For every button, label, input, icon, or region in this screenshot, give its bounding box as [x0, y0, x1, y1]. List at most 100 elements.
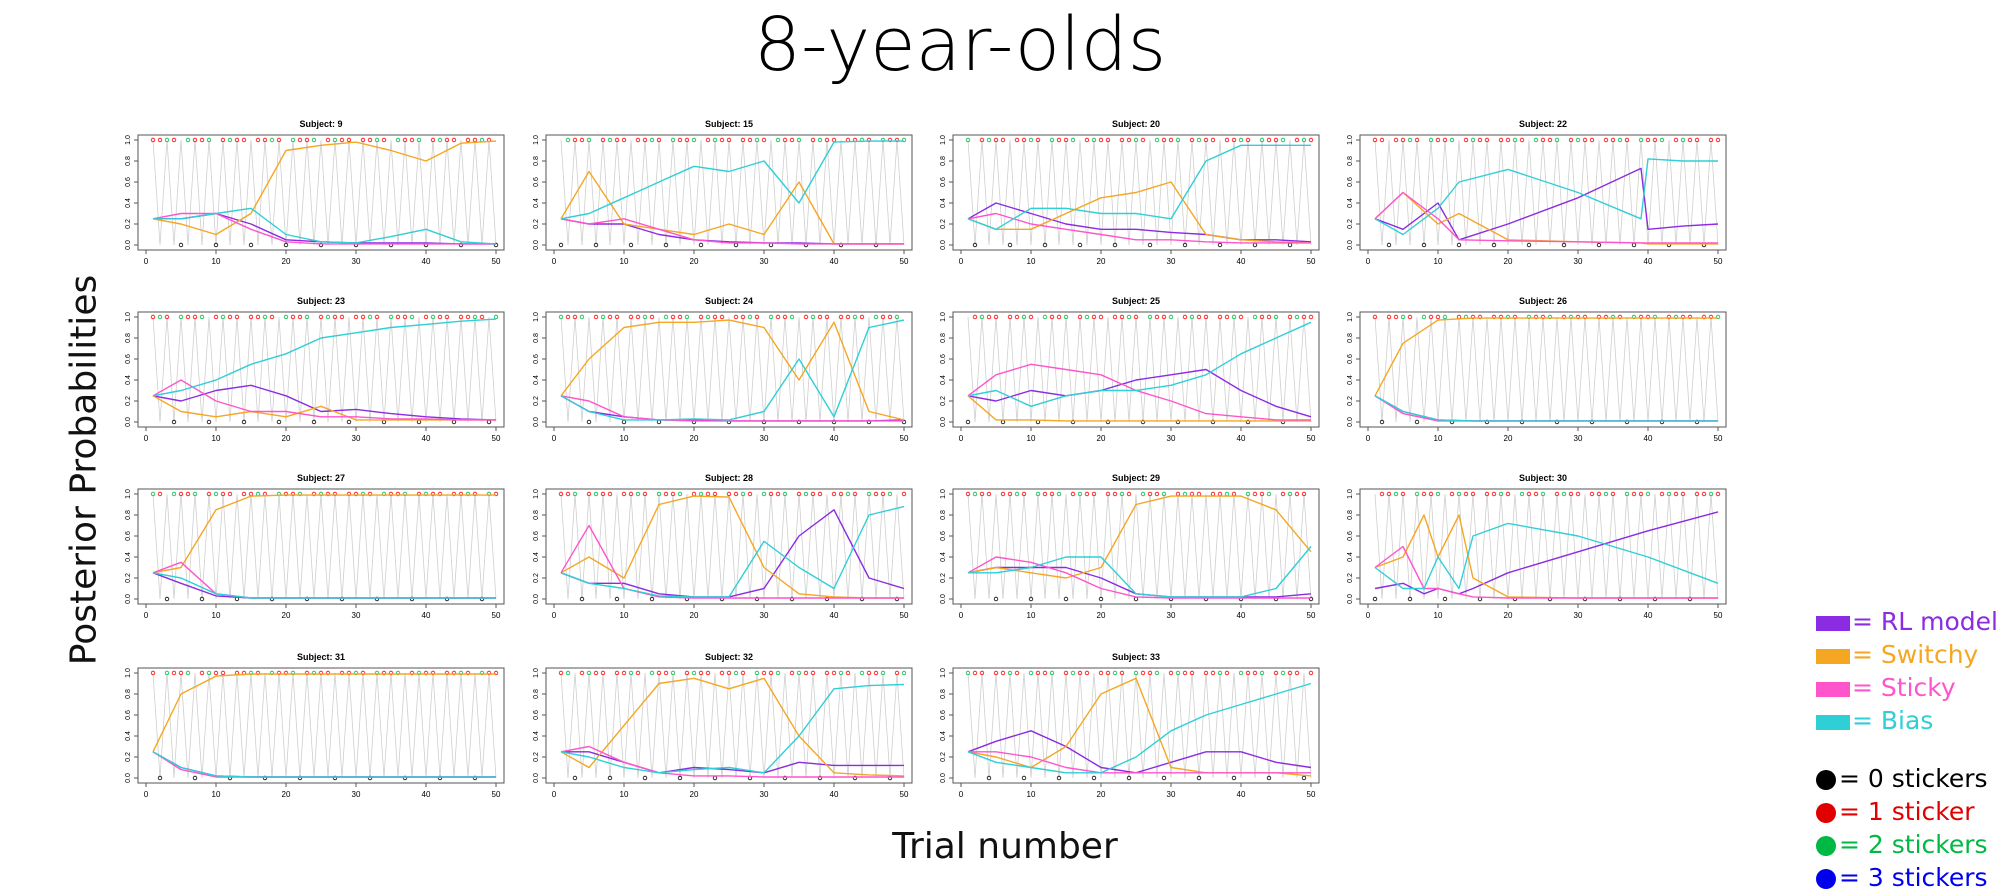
sticker-marker	[1154, 670, 1160, 676]
x-tick-label: 20	[1097, 257, 1106, 266]
x-tick-label: 0	[959, 434, 964, 443]
sticker-marker	[1049, 670, 1055, 676]
sticker-marker	[712, 775, 718, 781]
sticker-marker	[1147, 242, 1153, 248]
y-tick-label: 0.4	[533, 375, 540, 385]
sticker-marker	[458, 314, 464, 320]
x-tick-label: 30	[352, 257, 361, 266]
sticker-marker	[1161, 491, 1167, 497]
sticker-marker	[600, 314, 606, 320]
x-tick-label: 10	[212, 434, 221, 443]
series-line-rl	[152, 572, 496, 599]
legend-label: = 3 stickers	[1839, 863, 1988, 892]
sticker-marker	[558, 670, 564, 676]
sticker-marker	[1091, 314, 1097, 320]
sticker-marker	[409, 137, 415, 143]
sticker-marker	[381, 670, 387, 676]
sticker-marker	[1028, 596, 1034, 602]
sticker-marker	[1287, 314, 1293, 320]
y-tick-label: 1.0	[1347, 489, 1354, 499]
sticker-marker	[290, 670, 296, 676]
y-tick-label: 0.4	[1347, 375, 1354, 385]
sticker-marker	[1196, 314, 1202, 320]
sticker-marker	[1287, 670, 1293, 676]
sticker-marker	[248, 314, 254, 320]
sticker-marker	[220, 670, 226, 676]
sticker-marker	[1084, 314, 1090, 320]
sticker-marker	[1000, 670, 1006, 676]
series-line-bias	[1374, 158, 1718, 236]
x-tick-label: 40	[830, 434, 839, 443]
sticker-marker	[1624, 137, 1630, 143]
sticker-marker	[416, 670, 422, 676]
sticker-marker	[360, 670, 366, 676]
sticker-marker	[1182, 670, 1188, 676]
sticker-marker	[1638, 491, 1644, 497]
sticker-marker	[677, 491, 683, 497]
x-tick-label: 20	[1504, 257, 1513, 266]
x-tick-label: 20	[1097, 611, 1106, 620]
sticker-marker	[157, 314, 163, 320]
trial-zigzag	[967, 316, 1312, 423]
sticker-marker	[1561, 491, 1567, 497]
sticker-marker	[1421, 242, 1427, 248]
sticker-marker	[1035, 670, 1041, 676]
y-tick-label: 0.2	[533, 396, 540, 406]
sticker-marker	[628, 314, 634, 320]
panel-9: Subject: 27 0 10 20 30 40 50 0.0 0.2 0.4 0.6 0.8 1.0	[125, 473, 505, 620]
y-tick-label: 0.0	[533, 773, 540, 783]
y-tick-label: 0.6	[125, 354, 132, 364]
y-tick-label: 0.0	[1347, 240, 1354, 250]
sticker-marker	[430, 137, 436, 143]
sticker-marker	[1063, 314, 1069, 320]
sticker-marker	[663, 491, 669, 497]
sticker-marker	[1680, 137, 1686, 143]
y-tick-label: 0.2	[533, 752, 540, 762]
sticker-marker	[1035, 491, 1041, 497]
sticker-marker	[1708, 491, 1714, 497]
sticker-marker	[607, 137, 613, 143]
sticker-marker	[768, 670, 774, 676]
sticker-marker	[705, 314, 711, 320]
sticker-marker	[1056, 491, 1062, 497]
series-line-rl	[561, 751, 904, 774]
sticker-marker	[1224, 137, 1230, 143]
sticker-marker	[1168, 670, 1174, 676]
sticker-marker	[437, 775, 443, 781]
sticker-marker	[691, 491, 697, 497]
sticker-marker	[1084, 137, 1090, 143]
trial-zigzag	[560, 139, 905, 246]
sticker-marker	[1119, 491, 1125, 497]
sticker-marker	[558, 314, 564, 320]
sticker-marker	[255, 137, 261, 143]
legend-entry: = 0 stickers	[1816, 762, 1988, 795]
sticker-marker	[304, 314, 310, 320]
sticker-marker	[600, 670, 606, 676]
legend-entry: = 2 stickers	[1816, 828, 1988, 861]
legend-dot-icon	[1816, 869, 1836, 889]
y-tick-label: 0.0	[125, 594, 132, 604]
sticker-marker	[1105, 491, 1111, 497]
sticker-marker	[1498, 137, 1504, 143]
sticker-marker	[1217, 670, 1223, 676]
sticker-marker	[395, 137, 401, 143]
sticker-marker	[1189, 670, 1195, 676]
sticker-marker	[1638, 137, 1644, 143]
sticker-marker	[1687, 596, 1693, 602]
sticker-marker	[642, 491, 648, 497]
panel-frame	[545, 134, 913, 251]
sticker-marker	[290, 137, 296, 143]
sticker-marker	[276, 419, 282, 425]
sticker-marker	[1407, 596, 1413, 602]
sticker-marker	[1280, 137, 1286, 143]
sticker-marker	[572, 314, 578, 320]
y-tick-label: 0.8	[533, 156, 540, 166]
sticker-marker	[1042, 491, 1048, 497]
panel-title: Subject: 30	[1519, 473, 1567, 483]
sticker-marker	[1182, 491, 1188, 497]
sticker-marker	[852, 775, 858, 781]
sticker-marker	[1007, 670, 1013, 676]
sticker-marker	[1568, 491, 1574, 497]
sticker-marker	[178, 491, 184, 497]
x-tick-label: 0	[959, 257, 964, 266]
